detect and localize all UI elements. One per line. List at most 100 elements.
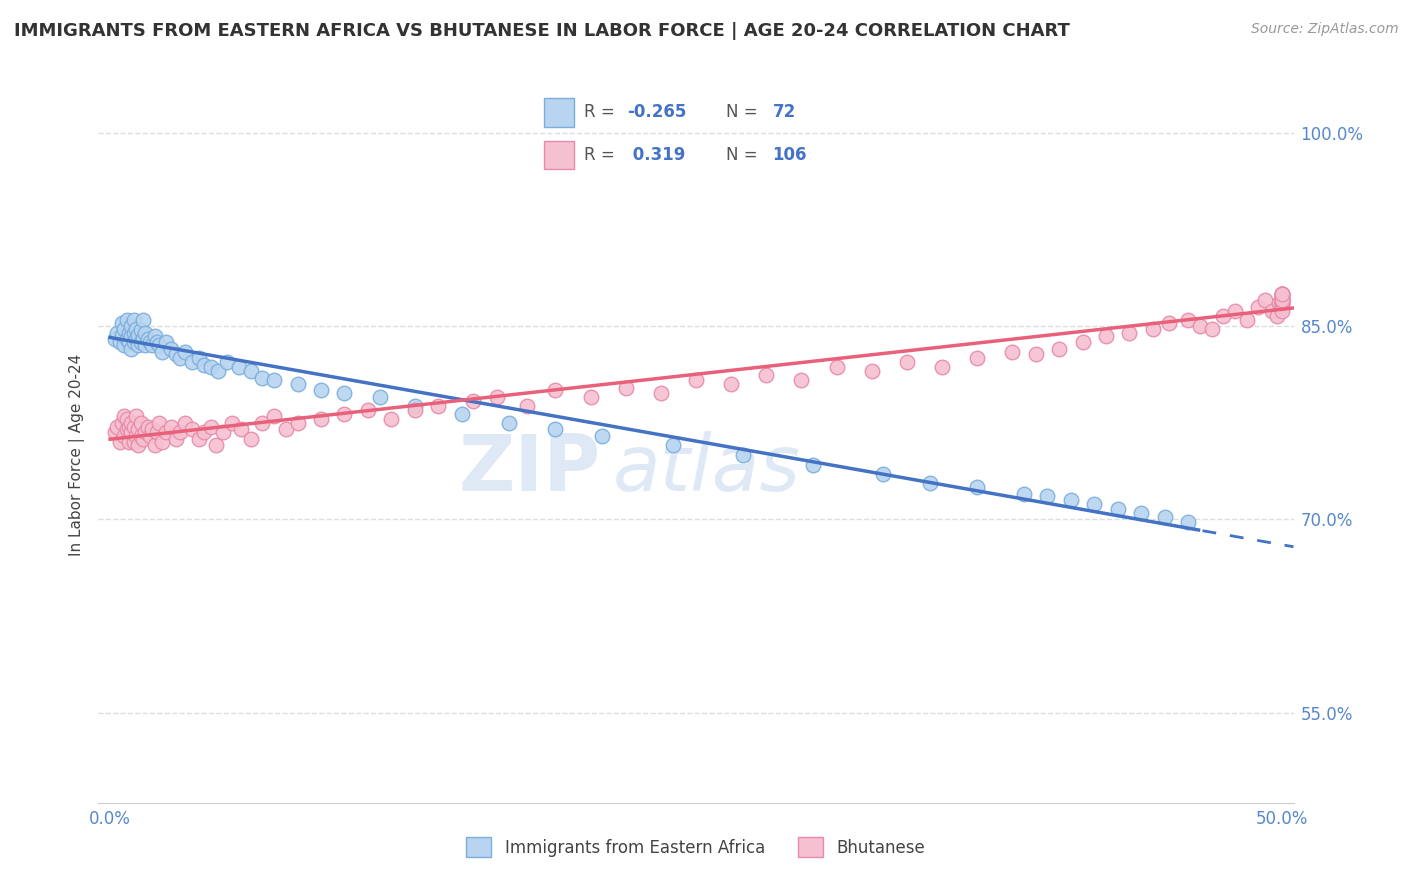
- Point: [115, 332, 138, 346]
- Point: [207, 364, 229, 378]
- Point: [174, 344, 197, 359]
- Point: [193, 358, 215, 372]
- Point: [127, 338, 149, 352]
- Point: [105, 326, 128, 340]
- Point: [755, 368, 778, 382]
- Point: [544, 422, 567, 436]
- Point: [134, 326, 156, 340]
- Point: [309, 384, 332, 398]
- Point: [1247, 300, 1270, 314]
- Point: [118, 435, 141, 450]
- Point: [966, 480, 988, 494]
- Point: [115, 412, 138, 426]
- Point: [188, 351, 211, 366]
- Point: [1271, 300, 1294, 314]
- Point: [920, 476, 942, 491]
- Point: [129, 416, 152, 430]
- Point: [1025, 347, 1047, 361]
- Point: [1268, 296, 1291, 310]
- Text: IMMIGRANTS FROM EASTERN AFRICA VS BHUTANESE IN LABOR FORCE | AGE 20-24 CORRELATI: IMMIGRANTS FROM EASTERN AFRICA VS BHUTAN…: [14, 22, 1070, 40]
- Point: [1271, 286, 1294, 301]
- Point: [143, 437, 166, 451]
- Point: [404, 402, 426, 417]
- Point: [380, 412, 402, 426]
- Point: [966, 351, 988, 366]
- Point: [1118, 326, 1140, 340]
- Point: [132, 433, 155, 447]
- Point: [111, 416, 134, 430]
- Point: [132, 312, 155, 326]
- Point: [122, 312, 145, 326]
- Point: [731, 448, 754, 462]
- Point: [1271, 303, 1294, 318]
- Point: [1271, 293, 1294, 308]
- Point: [720, 377, 742, 392]
- Point: [148, 416, 170, 430]
- Point: [1271, 296, 1294, 310]
- Point: [825, 360, 848, 375]
- Point: [120, 416, 142, 430]
- Point: [516, 399, 538, 413]
- Point: [115, 422, 138, 436]
- Point: [129, 334, 152, 349]
- Point: [231, 422, 253, 436]
- Point: [1271, 286, 1294, 301]
- Point: [1047, 343, 1070, 357]
- Legend: Immigrants from Eastern Africa, Bhutanese: Immigrants from Eastern Africa, Bhutanes…: [460, 830, 932, 864]
- Point: [217, 355, 239, 369]
- Point: [309, 412, 332, 426]
- Point: [1271, 293, 1294, 308]
- Point: [931, 360, 953, 375]
- Text: atlas: atlas: [612, 431, 800, 507]
- Point: [181, 422, 204, 436]
- FancyBboxPatch shape: [544, 141, 575, 169]
- Point: [228, 360, 250, 375]
- Point: [1188, 319, 1211, 334]
- Point: [1201, 321, 1223, 335]
- Point: [790, 373, 813, 387]
- Point: [1261, 303, 1284, 318]
- Point: [1271, 286, 1294, 301]
- Point: [333, 386, 356, 401]
- Text: Source: ZipAtlas.com: Source: ZipAtlas.com: [1251, 22, 1399, 37]
- Text: 72: 72: [772, 103, 796, 121]
- Point: [125, 409, 148, 424]
- Point: [112, 428, 135, 442]
- Point: [221, 416, 243, 430]
- Point: [1271, 286, 1294, 301]
- FancyBboxPatch shape: [544, 98, 575, 127]
- Point: [122, 419, 145, 434]
- Point: [127, 437, 149, 451]
- Point: [129, 323, 152, 337]
- Point: [614, 381, 637, 395]
- Point: [112, 338, 135, 352]
- Point: [150, 344, 173, 359]
- Point: [160, 343, 183, 357]
- Point: [139, 428, 162, 442]
- Point: [1271, 291, 1294, 305]
- Point: [122, 334, 145, 349]
- Point: [111, 328, 134, 343]
- Point: [1107, 502, 1129, 516]
- Point: [579, 390, 602, 404]
- Point: [146, 425, 169, 439]
- Point: [181, 355, 204, 369]
- Text: 106: 106: [772, 146, 807, 164]
- Point: [122, 435, 145, 450]
- Text: R =: R =: [583, 103, 620, 121]
- Point: [1271, 286, 1294, 301]
- Point: [287, 377, 309, 392]
- Point: [1271, 291, 1294, 305]
- Point: [112, 321, 135, 335]
- Point: [155, 334, 177, 349]
- Point: [143, 329, 166, 343]
- Point: [252, 416, 274, 430]
- Point: [134, 425, 156, 439]
- Point: [1271, 300, 1294, 314]
- Point: [1159, 317, 1181, 331]
- Text: N =: N =: [725, 103, 763, 121]
- Point: [1271, 296, 1294, 310]
- Point: [134, 338, 156, 352]
- Point: [146, 334, 169, 349]
- Y-axis label: In Labor Force | Age 20-24: In Labor Force | Age 20-24: [69, 354, 84, 556]
